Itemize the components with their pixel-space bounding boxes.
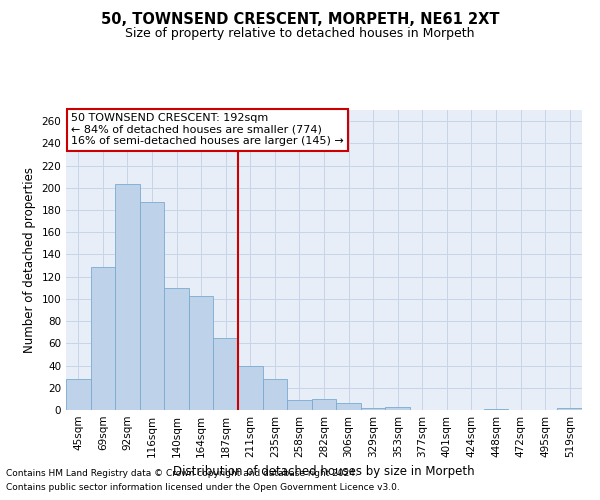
Bar [238,366,263,410]
Bar [66,379,91,410]
Bar [263,379,287,410]
Bar [91,266,115,410]
Bar [140,202,164,410]
Bar [557,408,582,410]
Bar [484,409,508,410]
Text: Contains public sector information licensed under the Open Government Licence v3: Contains public sector information licen… [6,484,400,492]
Bar [312,399,336,410]
Bar [361,408,385,410]
Text: Size of property relative to detached houses in Morpeth: Size of property relative to detached ho… [125,28,475,40]
X-axis label: Distribution of detached houses by size in Morpeth: Distribution of detached houses by size … [173,466,475,478]
Bar [214,338,238,410]
Bar [115,184,140,410]
Text: 50 TOWNSEND CRESCENT: 192sqm
← 84% of detached houses are smaller (774)
16% of s: 50 TOWNSEND CRESCENT: 192sqm ← 84% of de… [71,113,344,146]
Bar [287,400,312,410]
Text: 50, TOWNSEND CRESCENT, MORPETH, NE61 2XT: 50, TOWNSEND CRESCENT, MORPETH, NE61 2XT [101,12,499,28]
Bar [164,288,189,410]
Y-axis label: Number of detached properties: Number of detached properties [23,167,36,353]
Bar [385,406,410,410]
Bar [189,296,214,410]
Text: Contains HM Land Registry data © Crown copyright and database right 2024.: Contains HM Land Registry data © Crown c… [6,468,358,477]
Bar [336,404,361,410]
